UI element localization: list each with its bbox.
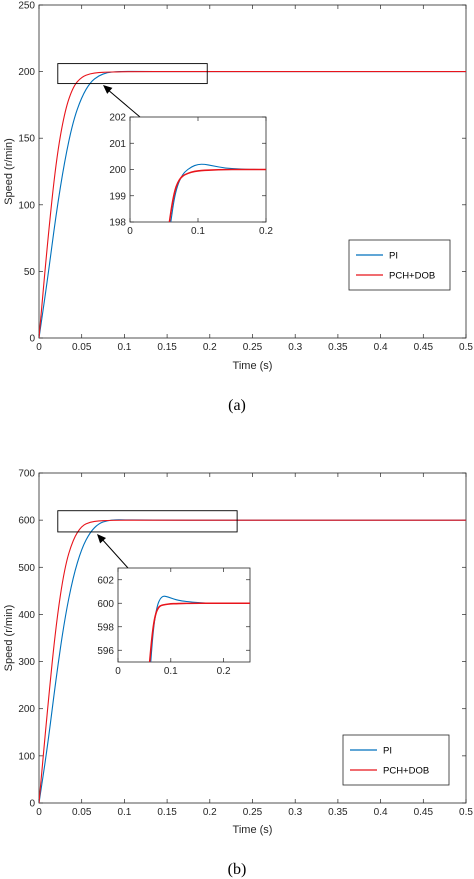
inset-ytick-label: 200 (109, 165, 126, 176)
main-ytick-label: 200 (18, 67, 35, 78)
main-ytick-label: 150 (18, 134, 35, 145)
main-xtick-label: 0.35 (328, 342, 348, 353)
x-axis-label: Time (s) (233, 824, 273, 836)
main-xtick-label: 0.4 (374, 342, 388, 353)
inset-xtick-label: 0.1 (164, 666, 178, 677)
main-xtick-label: 0 (36, 807, 42, 818)
zoom-arrow-head (97, 534, 107, 544)
main-series-pch-dob (39, 519, 466, 803)
legend-label: PCH+DOB (389, 271, 435, 282)
inset-ytick-label: 199 (109, 191, 126, 202)
main-ytick-label: 100 (18, 200, 35, 211)
inset-xtick-label: 0.2 (259, 226, 273, 237)
inset-series-pch-dob (148, 602, 250, 662)
legend-box (348, 239, 451, 291)
main-xtick-label: 0.5 (459, 807, 473, 818)
inset-series-pch-dob (168, 168, 266, 222)
chart-panel-a: 0 0.05 0.1 0.15 0.2 0.25 0.3 0.35 0.4 0.45 0.5 0 50 1… (3, 1, 473, 415)
main-xtick-label: 0.1 (117, 807, 131, 818)
inset-xtick-label: 0 (127, 226, 133, 237)
main-xtick-label: 0.35 (328, 807, 348, 818)
legend-box (342, 734, 450, 786)
main-xtick-label: 0.2 (203, 342, 217, 353)
panel-caption: (b) (228, 861, 247, 878)
main-xtick-label: 0.45 (414, 807, 434, 818)
main-ytick-label: 300 (18, 657, 35, 668)
inset-ytick-label: 202 (109, 113, 126, 124)
inset-ytick-label: 598 (97, 622, 114, 633)
inset-ytick-label: 201 (109, 139, 126, 150)
main-xtick-label: 0.4 (374, 807, 388, 818)
zoom-arrow-line (106, 88, 141, 118)
main-xtick-label: 0.45 (414, 342, 434, 353)
y-axis-label: Speed (r/min) (3, 138, 15, 205)
main-xtick-label: 0.3 (288, 342, 302, 353)
main-ytick-label: 600 (18, 516, 35, 527)
inset-ytick-label: 596 (97, 646, 114, 657)
panel-caption: (a) (228, 397, 246, 414)
zoom-arrow-line (100, 537, 129, 569)
zoom-box (57, 63, 208, 85)
main-xtick-label: 0.15 (157, 807, 177, 818)
main-xtick-label: 0.3 (288, 807, 302, 818)
main-series-pch-dob (39, 71, 466, 338)
main-ytick-label: 0 (29, 799, 35, 810)
main-xtick-label: 0.15 (157, 342, 177, 353)
main-xtick-label: 0.25 (243, 342, 263, 353)
inset-ytick-label: 600 (97, 599, 114, 610)
y-axis-label: Speed (r/min) (3, 605, 15, 672)
chart-panel-b: 0 0.05 0.1 0.15 0.2 0.25 0.3 0.35 0.4 0.45 0.5 0 100… (3, 469, 473, 879)
main-ytick-label: 250 (18, 1, 35, 12)
main-xtick-label: 0.2 (203, 807, 217, 818)
zoom-arrow-head (103, 85, 113, 94)
main-ytick-label: 200 (18, 704, 35, 715)
inset-frame (117, 567, 251, 663)
zoom-box (57, 510, 238, 533)
main-xtick-label: 0.25 (243, 807, 263, 818)
inset-xtick-label: 0 (115, 666, 121, 677)
main-ytick-label: 500 (18, 563, 35, 574)
main-xtick-label: 0.05 (72, 807, 92, 818)
main-xtick-label: 0.05 (72, 342, 92, 353)
main-xtick-label: 0.1 (117, 342, 131, 353)
inset-ytick-label: 198 (109, 218, 126, 229)
main-ytick-label: 700 (18, 469, 35, 480)
legend: PI PCH+DOB (342, 734, 450, 786)
main-ytick-label: 400 (18, 610, 35, 621)
legend-label: PI (389, 251, 398, 262)
inset-xtick-label: 0.2 (217, 666, 231, 677)
main-xtick-label: 0 (36, 342, 42, 353)
inset-ytick-label: 602 (97, 575, 114, 586)
main-ytick-label: 50 (24, 267, 36, 278)
legend-label: PCH+DOB (383, 766, 429, 777)
main-ytick-label: 100 (18, 751, 35, 762)
main-ytick-label: 0 (29, 334, 35, 345)
main-xtick-label: 0.5 (459, 342, 473, 353)
legend: PI PCH+DOB (348, 239, 451, 291)
legend-label: PI (383, 746, 392, 757)
inset-xtick-label: 0.1 (191, 226, 205, 237)
x-axis-label: Time (s) (233, 360, 273, 372)
inset-series-pi (170, 163, 266, 222)
